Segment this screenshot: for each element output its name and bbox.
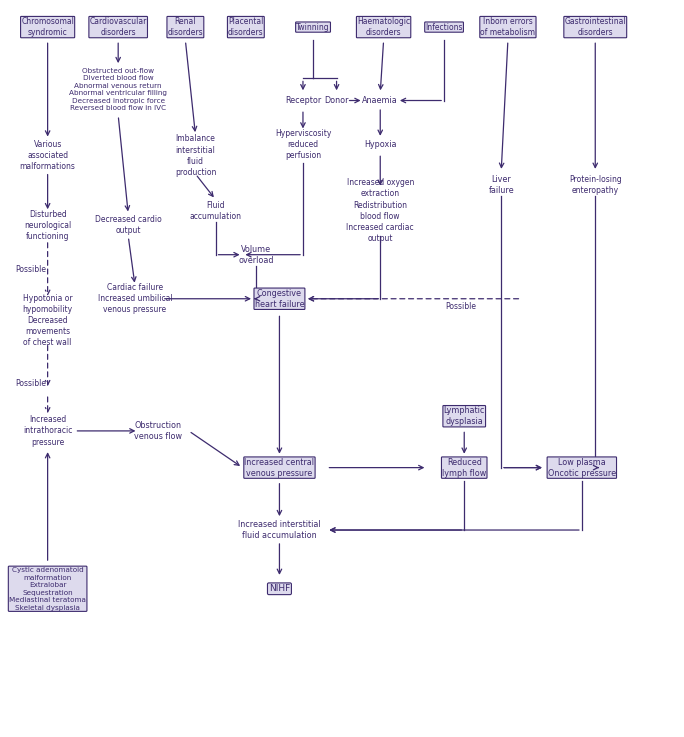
Text: Anaemia: Anaemia xyxy=(363,96,398,105)
Text: Reduced
lymph flow: Reduced lymph flow xyxy=(442,458,486,478)
Text: Hypoxia: Hypoxia xyxy=(364,140,397,149)
Text: Protein-losing
enteropathy: Protein-losing enteropathy xyxy=(569,175,622,195)
Text: Lymphatic
dysplasia: Lymphatic dysplasia xyxy=(443,406,485,426)
Text: Disturbed
neurological
functioning: Disturbed neurological functioning xyxy=(24,210,71,241)
Text: Placental
disorders: Placental disorders xyxy=(228,17,263,37)
Text: Cystic adenomatoid
malformation
Extralobar
Sequestration
Mediastinal teratoma
Sk: Cystic adenomatoid malformation Extralob… xyxy=(9,567,86,610)
Text: Gastrointestinal
disorders: Gastrointestinal disorders xyxy=(564,17,626,37)
Text: NIHF: NIHF xyxy=(269,584,290,593)
Text: Chromosomal
syndromic: Chromosomal syndromic xyxy=(21,17,74,37)
Text: Imbalance
interstitial
fluid
production: Imbalance interstitial fluid production xyxy=(175,134,216,177)
Text: Fluid
accumulation: Fluid accumulation xyxy=(189,200,241,220)
Text: Possible: Possible xyxy=(15,379,47,388)
Text: Liver
failure: Liver failure xyxy=(488,175,514,195)
Text: Low plasma
Oncotic pressure: Low plasma Oncotic pressure xyxy=(548,458,616,478)
Text: Possible: Possible xyxy=(15,265,47,274)
Text: Receptor: Receptor xyxy=(285,96,321,105)
Text: Twinning: Twinning xyxy=(296,23,330,32)
Text: Cardiac failure
Increased umbilical
venous pressure: Cardiac failure Increased umbilical veno… xyxy=(98,283,172,315)
Text: Hypotonia or
hypomobility
Decreased
movements
of chest wall: Hypotonia or hypomobility Decreased move… xyxy=(23,294,73,347)
Text: Decreased cardio
output: Decreased cardio output xyxy=(95,215,161,235)
Text: Obstruction
venous flow: Obstruction venous flow xyxy=(135,421,183,441)
Text: Congestive
heart failure: Congestive heart failure xyxy=(254,289,304,309)
Text: Hyperviscosity
reduced
perfusion: Hyperviscosity reduced perfusion xyxy=(275,129,331,160)
Text: Donor: Donor xyxy=(324,96,349,105)
Text: Haematologic
disorders: Haematologic disorders xyxy=(357,17,410,37)
Text: Increased interstitial
fluid accumulation: Increased interstitial fluid accumulatio… xyxy=(238,520,321,540)
Text: Infections: Infections xyxy=(425,23,463,32)
Text: Various
associated
malformations: Various associated malformations xyxy=(20,140,75,171)
Text: Volume
overload: Volume overload xyxy=(238,245,274,265)
Text: Obstructed out-flow
Diverted blood flow
Abnormal venous return
Abnormal ventricu: Obstructed out-flow Diverted blood flow … xyxy=(69,68,167,111)
Text: Cardiovascular
disorders: Cardiovascular disorders xyxy=(90,17,147,37)
Text: Increased central
venous pressure: Increased central venous pressure xyxy=(244,458,315,478)
Text: Inborn errors
of metabolism: Inborn errors of metabolism xyxy=(480,17,536,37)
Text: Increased oxygen
extraction
Redistribution
blood flow
Increased cardiac
output: Increased oxygen extraction Redistributi… xyxy=(346,178,414,243)
Text: Renal
disorders: Renal disorders xyxy=(168,17,203,37)
Text: Increased
intrathoracic
pressure: Increased intrathoracic pressure xyxy=(23,416,73,447)
Text: Possible: Possible xyxy=(445,301,476,310)
